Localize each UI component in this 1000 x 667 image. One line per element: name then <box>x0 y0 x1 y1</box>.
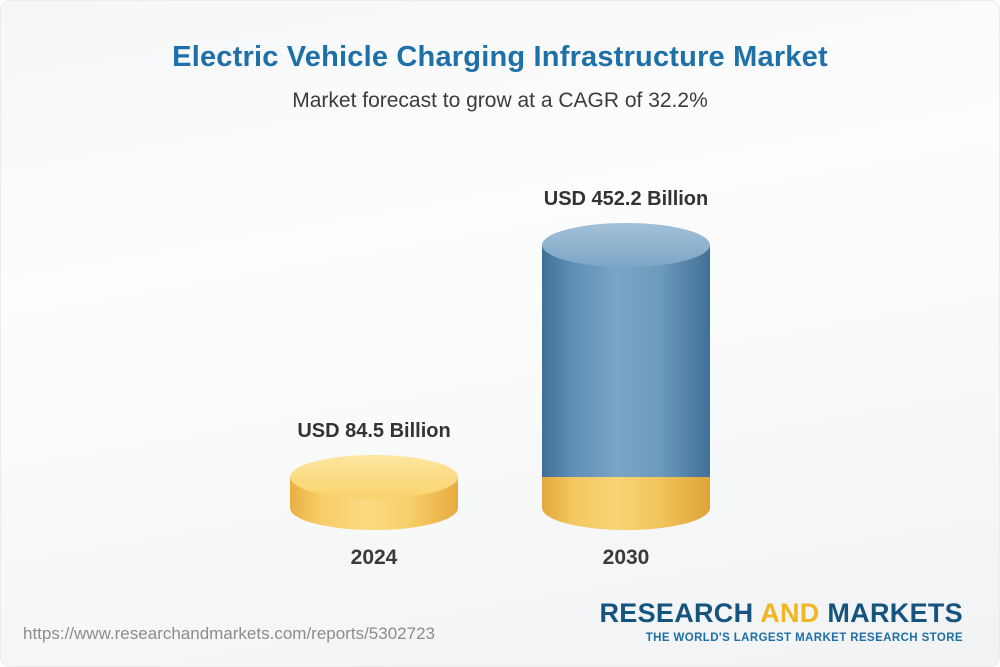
bar-column-2024: USD 84.5 Billion 2024 <box>290 420 458 570</box>
category-label-2030: 2030 <box>602 546 650 569</box>
logo-word-markets: MARKETS <box>827 598 963 628</box>
logo-word-and: AND <box>753 598 828 628</box>
bar-2024-top-ellipse <box>290 455 458 499</box>
report-url-link[interactable]: https://www.researchandmarkets.com/repor… <box>23 624 435 643</box>
bar-2030 <box>542 223 710 530</box>
logo-tagline: THE WORLD'S LARGEST MARKET RESEARCH STOR… <box>645 632 963 644</box>
bar-2030-base-segment <box>542 477 710 530</box>
bar-chart: USD 84.5 Billion 2024 USD 452.2 Billion … <box>1 188 999 570</box>
bar-2024 <box>290 455 458 530</box>
bar-column-2030: USD 452.2 Billion 2030 <box>542 188 710 570</box>
company-logo: RESEARCH AND MARKETS THE WORLD'S LARGEST… <box>599 598 963 644</box>
value-label-2030: USD 452.2 Billion <box>543 188 709 210</box>
logo-wordmark: RESEARCH AND MARKETS <box>599 598 963 629</box>
page-subtitle: Market forecast to grow at a CAGR of 32.… <box>292 89 708 112</box>
category-label-2024: 2024 <box>350 546 398 569</box>
page-title: Electric Vehicle Charging Infrastructure… <box>172 41 828 73</box>
bar-2030-top-ellipse <box>542 223 710 267</box>
logo-word-research: RESEARCH <box>599 598 754 628</box>
bar-2030-body <box>542 245 710 477</box>
value-label-2024: USD 84.5 Billion <box>297 420 451 442</box>
